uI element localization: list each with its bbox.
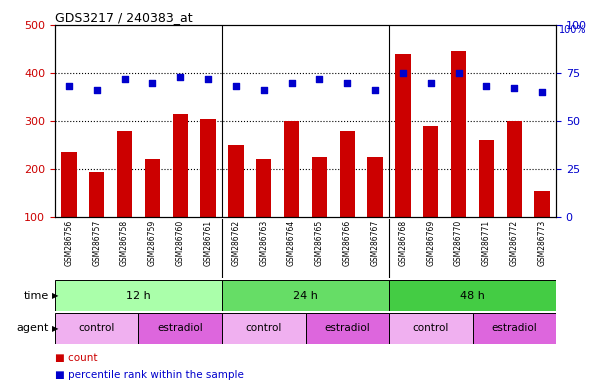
Bar [89, 172, 104, 217]
Bar [55, 280, 222, 311]
Point [510, 85, 519, 91]
Bar [479, 140, 494, 217]
Point [454, 70, 464, 76]
Point [231, 83, 241, 89]
Text: GSM286759: GSM286759 [148, 220, 157, 266]
Bar [117, 131, 132, 217]
Text: estradiol: estradiol [158, 323, 203, 333]
Text: GSM286770: GSM286770 [454, 220, 463, 266]
Bar [389, 313, 472, 344]
Bar [284, 121, 299, 217]
Text: ■ percentile rank within the sample: ■ percentile rank within the sample [55, 370, 244, 380]
Text: control: control [412, 323, 449, 333]
Bar [61, 152, 76, 217]
Text: GDS3217 / 240383_at: GDS3217 / 240383_at [55, 11, 192, 24]
Point [537, 89, 547, 95]
Point [342, 79, 352, 86]
Point [203, 76, 213, 82]
Bar [395, 54, 411, 217]
Text: GSM286772: GSM286772 [510, 220, 519, 266]
Text: agent: agent [16, 323, 49, 333]
Text: GSM286763: GSM286763 [259, 220, 268, 266]
Text: GSM286761: GSM286761 [203, 220, 213, 266]
Point [92, 87, 101, 93]
Point [147, 79, 157, 86]
Bar [312, 157, 327, 217]
Bar [507, 121, 522, 217]
Bar [145, 159, 160, 217]
Point [398, 70, 408, 76]
Point [315, 76, 324, 82]
Bar [222, 313, 306, 344]
Text: 24 h: 24 h [293, 291, 318, 301]
Point [64, 83, 74, 89]
Text: GSM286768: GSM286768 [398, 220, 408, 266]
Point [120, 76, 130, 82]
Text: GSM286769: GSM286769 [426, 220, 435, 266]
Bar [222, 280, 389, 311]
Text: 48 h: 48 h [460, 291, 485, 301]
Text: GSM286767: GSM286767 [371, 220, 379, 266]
Text: GSM286757: GSM286757 [92, 220, 101, 266]
Text: GSM286765: GSM286765 [315, 220, 324, 266]
Text: GSM286756: GSM286756 [64, 220, 73, 266]
Bar [200, 119, 216, 217]
Bar [451, 51, 466, 217]
Text: ▶: ▶ [52, 291, 59, 300]
Text: GSM286771: GSM286771 [482, 220, 491, 266]
Text: control: control [246, 323, 282, 333]
Bar [256, 159, 271, 217]
Bar [229, 145, 244, 217]
Text: control: control [79, 323, 115, 333]
Bar [472, 313, 556, 344]
Text: GSM286764: GSM286764 [287, 220, 296, 266]
Text: GSM286766: GSM286766 [343, 220, 352, 266]
Text: estradiol: estradiol [491, 323, 537, 333]
Point [481, 83, 491, 89]
Text: GSM286758: GSM286758 [120, 220, 129, 266]
Bar [139, 313, 222, 344]
Bar [535, 190, 550, 217]
Bar [55, 313, 139, 344]
Bar [340, 131, 355, 217]
Text: GSM286762: GSM286762 [232, 220, 240, 266]
Point [287, 79, 296, 86]
Text: estradiol: estradiol [324, 323, 370, 333]
Text: GSM286760: GSM286760 [176, 220, 185, 266]
Bar [423, 126, 439, 217]
Point [370, 87, 380, 93]
Bar [367, 157, 382, 217]
Bar [306, 313, 389, 344]
Point [259, 87, 269, 93]
Bar [172, 114, 188, 217]
Point [426, 79, 436, 86]
Text: 12 h: 12 h [126, 291, 151, 301]
Point [175, 74, 185, 80]
Text: 100%: 100% [559, 25, 587, 35]
Text: ■ count: ■ count [55, 353, 98, 363]
Bar [389, 280, 556, 311]
Text: GSM286773: GSM286773 [538, 220, 547, 266]
Text: time: time [24, 291, 49, 301]
Text: ▶: ▶ [52, 324, 59, 333]
